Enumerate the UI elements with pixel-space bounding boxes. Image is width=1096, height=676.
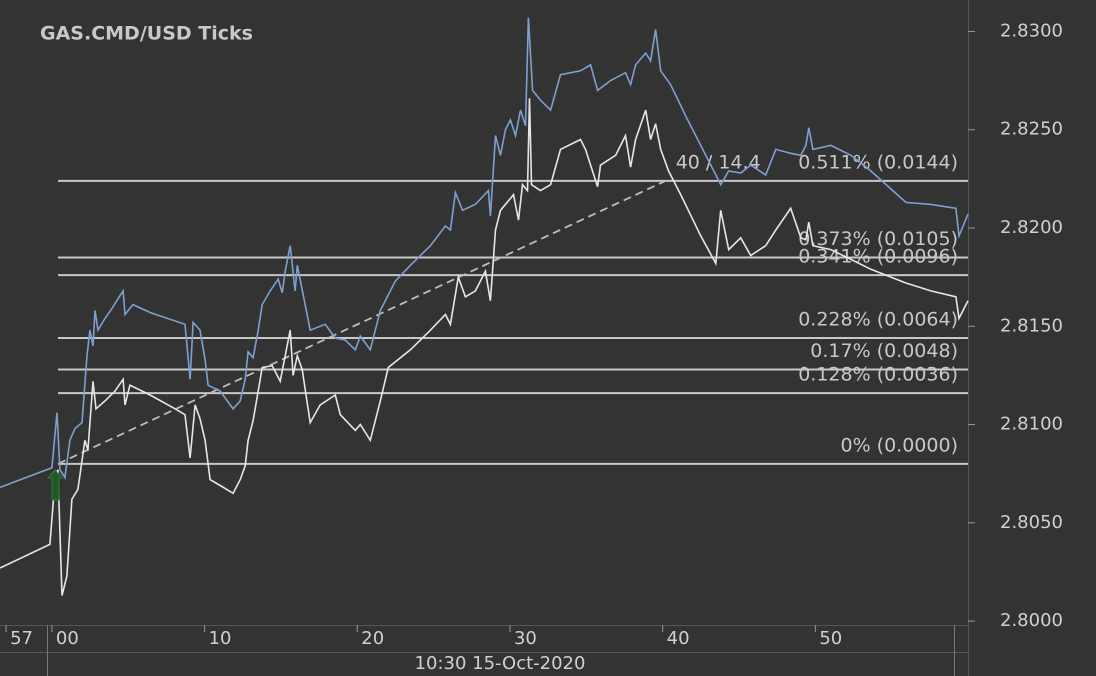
y-tick-label: 2.8000	[1000, 610, 1063, 631]
level-label: 0.17% (0.0048)	[810, 340, 958, 362]
level-label: 0.511% (0.0144)	[798, 151, 958, 173]
x-tick-label: 40	[667, 628, 690, 649]
level-label: 0.228% (0.0064)	[798, 309, 958, 331]
trade-marker	[46, 469, 64, 501]
y-tick-label: 2.8150	[1000, 315, 1063, 336]
trend-line	[57, 180, 667, 465]
x-tick-label: 50	[819, 628, 842, 649]
x-tick-label: 57	[10, 628, 33, 649]
x-tick-label: 20	[361, 628, 384, 649]
series-line	[0, 98, 969, 596]
x-tick-label: 30	[514, 628, 537, 649]
y-tick-label: 2.8100	[1000, 414, 1063, 435]
trend-label: 40 / 14.4	[676, 151, 761, 173]
plot-area: 0% (0.0000) 0.128% (0.0036)0.17% (0.0048)…	[0, 17, 969, 596]
y-tick-label: 2.8250	[1000, 119, 1063, 140]
y-tick-label: 2.8300	[1000, 20, 1063, 41]
y-tick-label: 2.8200	[1000, 217, 1063, 238]
x-tick-label: 00	[56, 628, 79, 649]
x-axis-label: 10:30 15-Oct-2020	[415, 653, 586, 674]
chart-title: GAS.CMD/USD Ticks	[40, 23, 253, 45]
level-label: 0.373% (0.0105)	[798, 228, 958, 250]
y-tick-label: 2.8050	[1000, 512, 1063, 533]
x-tick-label: 10	[209, 628, 232, 649]
series-line	[0, 17, 969, 489]
level-label: 0% (0.0000)	[841, 434, 959, 456]
level-label: 0.128% (0.0036)	[798, 364, 958, 386]
